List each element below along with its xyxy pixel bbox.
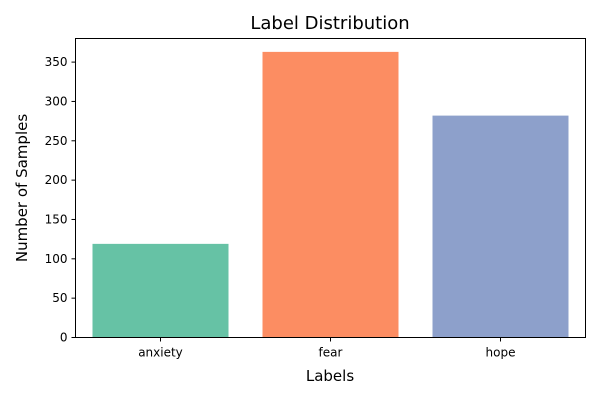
x-tick-label: anxiety xyxy=(138,346,183,360)
y-tick-label: 250 xyxy=(45,134,68,148)
x-axis-label: Labels xyxy=(306,367,354,385)
plot-frame xyxy=(75,38,586,338)
bar-hope xyxy=(432,115,569,338)
y-tick-label: 50 xyxy=(52,291,67,305)
y-tick-label: 150 xyxy=(45,212,68,226)
bars-layer xyxy=(92,51,569,338)
y-tick-label: 0 xyxy=(60,331,68,345)
bar-fear xyxy=(262,51,399,338)
y-tick-label: 200 xyxy=(45,173,68,187)
x-tick-label: fear xyxy=(319,346,343,360)
chart-title: Label Distribution xyxy=(250,13,409,34)
y-tick-label: 350 xyxy=(45,55,68,69)
x-tick-label: hope xyxy=(486,346,516,360)
y-axis-label: Number of Samples xyxy=(13,114,31,262)
y-tick-label: 300 xyxy=(45,94,68,108)
y-axis: 0 50 100 150 200 250 300 350 xyxy=(45,55,76,345)
y-tick-label: 100 xyxy=(45,252,68,266)
x-axis: anxiety fear hope xyxy=(138,337,516,360)
bar-anxiety xyxy=(92,243,229,338)
